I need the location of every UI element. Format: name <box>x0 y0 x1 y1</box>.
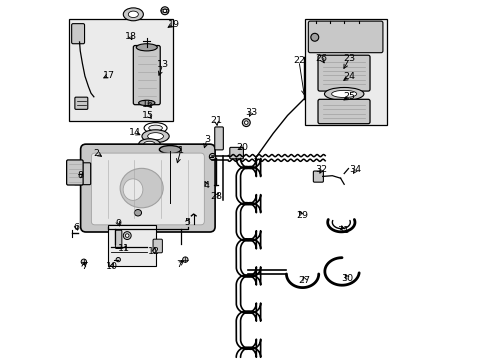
Text: 28: 28 <box>210 192 222 201</box>
Ellipse shape <box>123 179 142 201</box>
Ellipse shape <box>331 90 356 98</box>
Ellipse shape <box>163 9 166 13</box>
Text: 7: 7 <box>176 260 182 269</box>
Text: 6: 6 <box>74 223 80 232</box>
Text: 18: 18 <box>124 32 136 41</box>
Text: 25: 25 <box>343 92 354 101</box>
Ellipse shape <box>147 133 163 140</box>
Text: 20: 20 <box>236 143 248 152</box>
FancyBboxPatch shape <box>72 24 84 44</box>
Ellipse shape <box>244 121 247 125</box>
Text: 2: 2 <box>94 149 100 158</box>
Text: 26: 26 <box>315 54 327 63</box>
Ellipse shape <box>138 100 155 105</box>
Text: 10: 10 <box>105 262 118 271</box>
Text: 5: 5 <box>184 218 190 227</box>
FancyBboxPatch shape <box>317 99 369 124</box>
Text: 1: 1 <box>177 146 183 155</box>
FancyBboxPatch shape <box>214 127 223 150</box>
Text: 4: 4 <box>203 181 209 190</box>
Ellipse shape <box>136 44 157 51</box>
Text: 24: 24 <box>343 72 354 81</box>
FancyBboxPatch shape <box>74 163 90 185</box>
Ellipse shape <box>242 119 250 127</box>
FancyBboxPatch shape <box>115 230 122 248</box>
Ellipse shape <box>144 123 167 134</box>
Ellipse shape <box>120 168 163 208</box>
Text: 30: 30 <box>341 274 353 283</box>
Text: 32: 32 <box>315 166 327 175</box>
Ellipse shape <box>128 11 138 18</box>
Ellipse shape <box>161 7 168 15</box>
Text: 3: 3 <box>203 135 209 144</box>
Ellipse shape <box>123 8 143 21</box>
Text: 34: 34 <box>349 166 361 175</box>
Text: 12: 12 <box>148 247 160 256</box>
Ellipse shape <box>143 141 155 147</box>
Ellipse shape <box>123 231 131 239</box>
Text: 22: 22 <box>292 57 305 66</box>
Ellipse shape <box>81 259 86 265</box>
Ellipse shape <box>148 125 162 131</box>
Text: 21: 21 <box>210 116 222 125</box>
Text: 7: 7 <box>81 262 87 271</box>
Bar <box>69 19 172 121</box>
Ellipse shape <box>159 145 181 153</box>
Ellipse shape <box>182 257 187 262</box>
FancyBboxPatch shape <box>91 153 204 225</box>
FancyBboxPatch shape <box>133 45 160 105</box>
FancyBboxPatch shape <box>317 55 369 91</box>
Text: 16: 16 <box>142 100 154 109</box>
Ellipse shape <box>142 130 169 143</box>
FancyBboxPatch shape <box>66 160 83 185</box>
FancyBboxPatch shape <box>308 21 382 53</box>
Ellipse shape <box>139 139 160 149</box>
Text: 31: 31 <box>336 226 348 235</box>
Text: 27: 27 <box>298 276 310 285</box>
Text: 15: 15 <box>142 111 154 120</box>
Text: 19: 19 <box>167 19 179 28</box>
Text: 9: 9 <box>115 219 121 228</box>
Text: 29: 29 <box>295 211 307 220</box>
FancyBboxPatch shape <box>313 171 323 182</box>
Ellipse shape <box>209 153 215 160</box>
FancyBboxPatch shape <box>75 97 88 109</box>
Text: 11: 11 <box>118 244 130 253</box>
FancyBboxPatch shape <box>229 147 243 159</box>
Bar <box>304 19 386 125</box>
Ellipse shape <box>310 33 318 41</box>
Ellipse shape <box>116 257 120 262</box>
Ellipse shape <box>125 234 129 237</box>
Text: 17: 17 <box>103 71 115 80</box>
Ellipse shape <box>324 87 363 100</box>
Text: 23: 23 <box>343 54 355 63</box>
FancyBboxPatch shape <box>81 144 215 232</box>
Text: 8: 8 <box>77 171 83 180</box>
Text: 14: 14 <box>129 128 141 137</box>
Text: 33: 33 <box>244 108 257 117</box>
Bar <box>107 225 156 266</box>
Ellipse shape <box>134 210 141 216</box>
FancyBboxPatch shape <box>153 239 162 253</box>
Text: 13: 13 <box>156 60 168 69</box>
